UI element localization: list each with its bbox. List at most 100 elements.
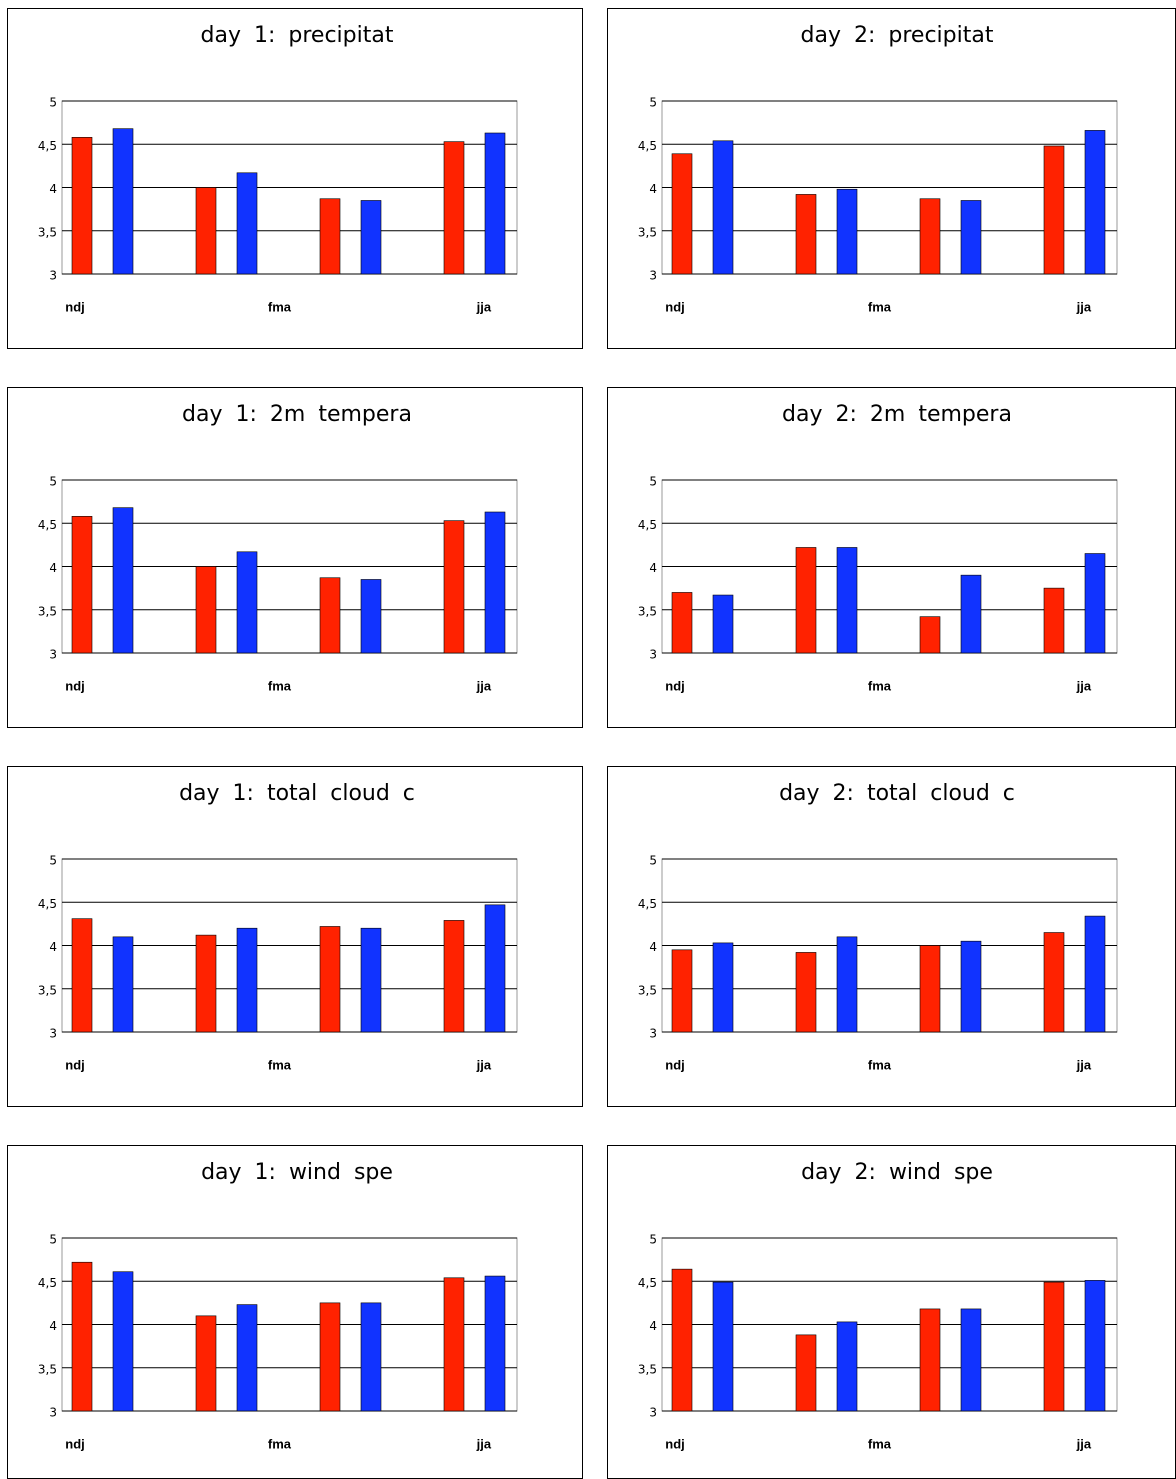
bar (795, 1334, 817, 1412)
y-tick-label: 4,5 (638, 139, 657, 153)
x-tick-label: ndj (65, 299, 85, 314)
bar (1084, 553, 1106, 654)
y-tick-label: 4 (49, 940, 57, 954)
chart-title: day 2: total cloud c (779, 781, 1015, 806)
y-tick-label: 3 (649, 1406, 657, 1420)
y-tick-label: 4 (649, 940, 657, 954)
y-tick-label: 5 (49, 1233, 57, 1247)
bar (484, 1275, 506, 1412)
bar (919, 198, 941, 275)
panel-frame (607, 387, 1176, 728)
bar (443, 920, 465, 1033)
bar (919, 1308, 941, 1412)
y-tick-label: 3 (49, 1406, 57, 1420)
y-tick-label: 3,5 (38, 983, 57, 997)
panel-frame (607, 1145, 1176, 1479)
bar (236, 1304, 258, 1412)
x-tick-label: fma (868, 678, 892, 693)
y-tick-label: 4 (649, 561, 657, 575)
bar (836, 1321, 858, 1412)
y-tick-label: 5 (649, 1233, 657, 1247)
x-tick-label: ndj (65, 1436, 85, 1451)
x-tick-label: ndj (65, 1057, 85, 1072)
bar (795, 194, 817, 275)
x-tick-label: jja (476, 678, 492, 693)
y-tick-label: 3 (49, 269, 57, 283)
y-tick-label: 3,5 (638, 1362, 657, 1376)
chart-title: day 1: total cloud c (179, 781, 415, 806)
panel-frame (607, 8, 1176, 349)
y-tick-label: 4,5 (38, 518, 57, 532)
bar (712, 942, 734, 1033)
bar (960, 940, 982, 1033)
chart-panel: day 1: precipitat 3 3,5 4 4,5 5 ndj fma jja (7, 8, 583, 349)
y-tick-label: 4 (49, 1319, 57, 1333)
bar (443, 1277, 465, 1412)
y-tick-label: 5 (649, 854, 657, 868)
bar (360, 927, 382, 1033)
x-tick-label: ndj (65, 678, 85, 693)
bar (960, 574, 982, 654)
bar (195, 934, 217, 1033)
y-tick-label: 3,5 (38, 604, 57, 618)
bar (1043, 932, 1065, 1033)
bar (836, 547, 858, 654)
bar (319, 926, 341, 1033)
x-tick-label: jja (1076, 1436, 1092, 1451)
bar (360, 579, 382, 654)
bar (1084, 1280, 1106, 1412)
y-tick-label: 5 (649, 475, 657, 489)
bar (671, 592, 693, 654)
y-tick-label: 4 (49, 561, 57, 575)
bar (319, 1302, 341, 1412)
bar (236, 172, 258, 275)
y-tick-label: 5 (49, 96, 57, 110)
bar (112, 1271, 134, 1412)
y-tick-label: 3,5 (38, 1362, 57, 1376)
x-tick-label: jja (476, 299, 492, 314)
chart-panel: day 2: total cloud c 3 3,5 4 4,5 5 ndj fma jja (607, 766, 1176, 1107)
x-tick-label: fma (868, 1436, 892, 1451)
bar (319, 198, 341, 275)
x-tick-label: jja (1076, 678, 1092, 693)
bar (919, 616, 941, 654)
y-tick-label: 4,5 (638, 518, 657, 532)
chart-panel: day 1: 2m tempera 3 3,5 4 4,5 5 ndj fma jja (7, 387, 583, 728)
bar (1043, 587, 1065, 654)
chart-title: day 2: wind spe (801, 1160, 993, 1185)
chart-title: day 1: wind spe (201, 1160, 393, 1185)
y-tick-label: 4 (649, 1319, 657, 1333)
y-tick-label: 5 (49, 475, 57, 489)
y-tick-label: 4,5 (38, 139, 57, 153)
bar (1084, 915, 1106, 1033)
bar (236, 927, 258, 1033)
x-tick-label: ndj (665, 299, 685, 314)
bar (712, 1281, 734, 1412)
bar (360, 200, 382, 275)
x-tick-label: fma (268, 299, 292, 314)
x-tick-label: jja (1076, 1057, 1092, 1072)
y-tick-label: 3 (49, 648, 57, 662)
x-tick-label: fma (868, 299, 892, 314)
bar (836, 188, 858, 275)
bar (236, 551, 258, 654)
y-tick-label: 3 (649, 269, 657, 283)
y-tick-label: 4,5 (638, 1276, 657, 1290)
y-tick-label: 4 (49, 182, 57, 196)
bar (671, 949, 693, 1033)
chart-panel: day 2: wind spe 3 3,5 4 4,5 5 ndj fma jja (607, 1145, 1176, 1479)
chart-title: day 1: precipitat (201, 23, 394, 48)
bar (112, 507, 134, 654)
chart-title: day 2: 2m tempera (782, 402, 1012, 427)
chart-panel: day 2: precipitat 3 3,5 4 4,5 5 ndj fma jja (607, 8, 1176, 349)
bar (71, 516, 93, 654)
y-tick-label: 3,5 (38, 225, 57, 239)
bar (484, 904, 506, 1033)
y-tick-label: 3,5 (638, 983, 657, 997)
bar (319, 577, 341, 654)
chart-title: day 1: 2m tempera (182, 402, 412, 427)
bar (1084, 130, 1106, 275)
y-tick-label: 4 (649, 182, 657, 196)
bar (671, 1268, 693, 1412)
